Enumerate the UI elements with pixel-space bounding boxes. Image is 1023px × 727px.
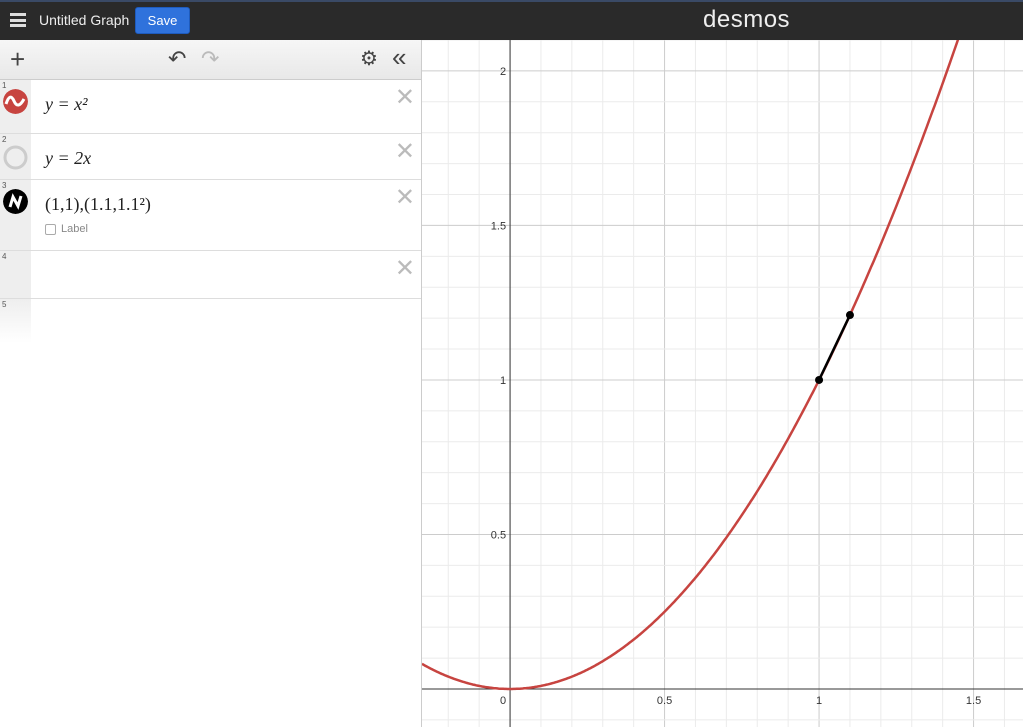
redo-icon[interactable]: ↷ bbox=[201, 46, 220, 71]
row-number: 5 bbox=[2, 300, 7, 309]
menu-icon[interactable] bbox=[10, 13, 26, 27]
segment-line bbox=[817, 314, 852, 381]
expression-row-4[interactable]: 4 ✕ bbox=[0, 251, 421, 299]
data-point bbox=[815, 375, 824, 384]
expression-panel: + ↶ ↷ ⚙ « 1 y = x² ✕ 2 y = 2x ✕ 3 (1,1),… bbox=[0, 40, 422, 727]
delete-icon[interactable]: ✕ bbox=[394, 84, 415, 111]
row-number: 1 bbox=[2, 81, 7, 90]
top-bar: Untitled Graph Save desmos bbox=[0, 0, 1023, 40]
label-text: Label bbox=[61, 223, 88, 235]
expression-input[interactable]: y = x² bbox=[45, 94, 88, 114]
y-tick-label: 1.5 bbox=[491, 220, 506, 232]
expression-row-2[interactable]: 2 y = 2x ✕ bbox=[0, 134, 421, 180]
y-tick-label: 1 bbox=[500, 375, 506, 387]
gear-icon[interactable]: ⚙ bbox=[360, 48, 378, 70]
collapse-icon[interactable]: « bbox=[392, 42, 407, 72]
points-icon[interactable] bbox=[3, 189, 28, 214]
x-tick-label: 1 bbox=[816, 695, 822, 707]
undo-icon[interactable]: ↶ bbox=[168, 46, 187, 71]
graph-title[interactable]: Untitled Graph bbox=[39, 12, 130, 28]
y-tick-label: 2 bbox=[500, 66, 506, 78]
expression-input[interactable]: (1,1),(1.1,1.1²) bbox=[45, 194, 151, 214]
delete-icon[interactable]: ✕ bbox=[394, 138, 415, 165]
label-checkbox[interactable] bbox=[45, 223, 56, 235]
save-button[interactable]: Save bbox=[135, 7, 190, 34]
row-number: 2 bbox=[2, 135, 7, 144]
desmos-logo: desmos bbox=[703, 6, 791, 33]
expression-toolbar: + ↶ ↷ ⚙ « bbox=[0, 40, 421, 80]
expression-row-5[interactable]: 5 bbox=[0, 299, 421, 343]
expression-row-1[interactable]: 1 y = x² ✕ bbox=[0, 80, 421, 134]
expression-input[interactable]: y = 2x bbox=[45, 148, 92, 168]
graph-canvas[interactable]: 0 0.5 1 1.5 0.5 1 1.5 2 bbox=[422, 40, 1023, 727]
row-number: 3 bbox=[2, 181, 7, 190]
x-tick-label: 0.5 bbox=[657, 695, 672, 707]
x-tick-label: 0 bbox=[500, 695, 506, 707]
expression-row-3[interactable]: 3 (1,1),(1.1,1.1²) Label ✕ bbox=[0, 180, 421, 251]
delete-icon[interactable]: ✕ bbox=[394, 255, 415, 282]
y-tick-label: 0.5 bbox=[491, 529, 506, 541]
hidden-circle-icon[interactable] bbox=[3, 145, 28, 170]
parabola-curve bbox=[422, 40, 960, 691]
row-number: 4 bbox=[2, 252, 7, 261]
wave-icon[interactable] bbox=[3, 89, 28, 114]
data-point bbox=[845, 311, 854, 320]
add-icon[interactable]: + bbox=[10, 44, 26, 74]
x-tick-label: 1.5 bbox=[966, 695, 981, 707]
delete-icon[interactable]: ✕ bbox=[394, 184, 415, 211]
